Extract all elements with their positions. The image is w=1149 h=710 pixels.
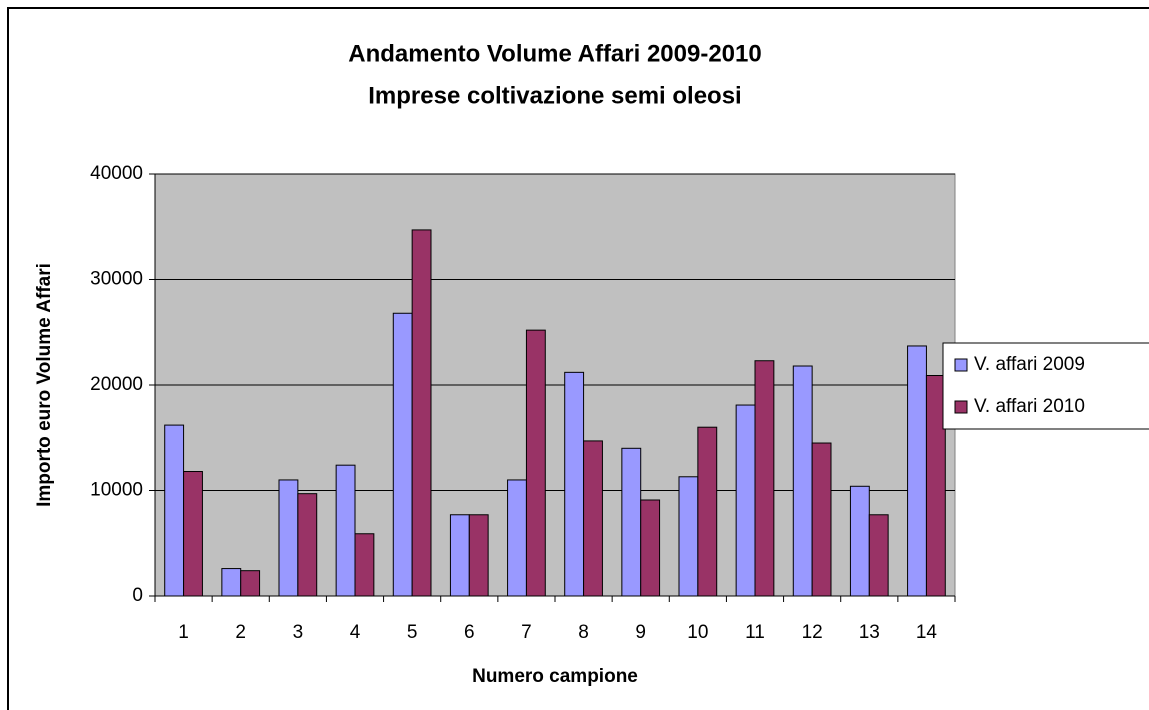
x-tick-label: 14 <box>916 622 938 643</box>
x-tick-label: 12 <box>802 622 823 643</box>
x-tick-label: 2 <box>235 622 246 643</box>
y-tick-label: 0 <box>132 585 143 606</box>
bar <box>868 514 889 597</box>
chart-title: Andamento Volume Affari 2009-2010 <box>348 40 761 67</box>
x-tick-label: 5 <box>407 622 418 643</box>
x-tick-label: 10 <box>687 622 708 643</box>
x-tick-label: 3 <box>293 622 304 643</box>
y-axis-label: Importo euro Volume Affari <box>34 263 55 507</box>
x-tick-label: 13 <box>859 622 880 643</box>
x-tick-label: 11 <box>745 622 765 643</box>
bar <box>907 345 927 597</box>
bar <box>411 229 432 597</box>
y-tick-label: 20000 <box>90 374 143 395</box>
legend-box <box>942 342 1149 430</box>
y-tick-label: 10000 <box>90 480 143 501</box>
bar <box>525 329 546 597</box>
bar <box>735 404 756 597</box>
bar <box>811 442 832 597</box>
x-tick-label: 1 <box>178 622 189 643</box>
chart-subtitle: Imprese coltivazione semi oleosi <box>368 82 741 109</box>
bar <box>583 440 603 597</box>
x-axis-label: Numero campione <box>472 666 638 687</box>
bar <box>468 514 489 597</box>
x-tick-label: 7 <box>521 622 532 643</box>
y-tick-label: 40000 <box>90 163 143 184</box>
x-tick-label: 4 <box>350 622 361 643</box>
y-tick-label: 30000 <box>90 269 143 290</box>
bar <box>392 312 413 597</box>
x-tick-label: 9 <box>635 622 646 643</box>
bar <box>297 493 318 597</box>
bar <box>564 371 585 597</box>
bar <box>335 464 356 597</box>
bar <box>640 499 661 597</box>
bar <box>849 485 870 597</box>
legend-swatch <box>954 400 968 414</box>
bar <box>792 365 813 597</box>
bar <box>621 447 642 597</box>
legend-label: V. affari 2010 <box>974 396 1085 417</box>
bar <box>507 479 527 597</box>
bar <box>221 568 242 597</box>
bar <box>449 514 470 597</box>
bar <box>240 570 261 597</box>
bar <box>697 426 718 597</box>
bar <box>164 424 185 597</box>
bar <box>678 476 699 597</box>
bar <box>754 360 775 597</box>
bar <box>354 533 375 597</box>
legend-label: V. affari 2009 <box>974 354 1085 375</box>
x-tick-label: 8 <box>578 622 589 643</box>
bar <box>183 471 203 597</box>
x-tick-label: 6 <box>464 622 475 643</box>
bar <box>925 375 946 597</box>
bar <box>278 479 299 597</box>
legend-swatch <box>954 358 968 372</box>
